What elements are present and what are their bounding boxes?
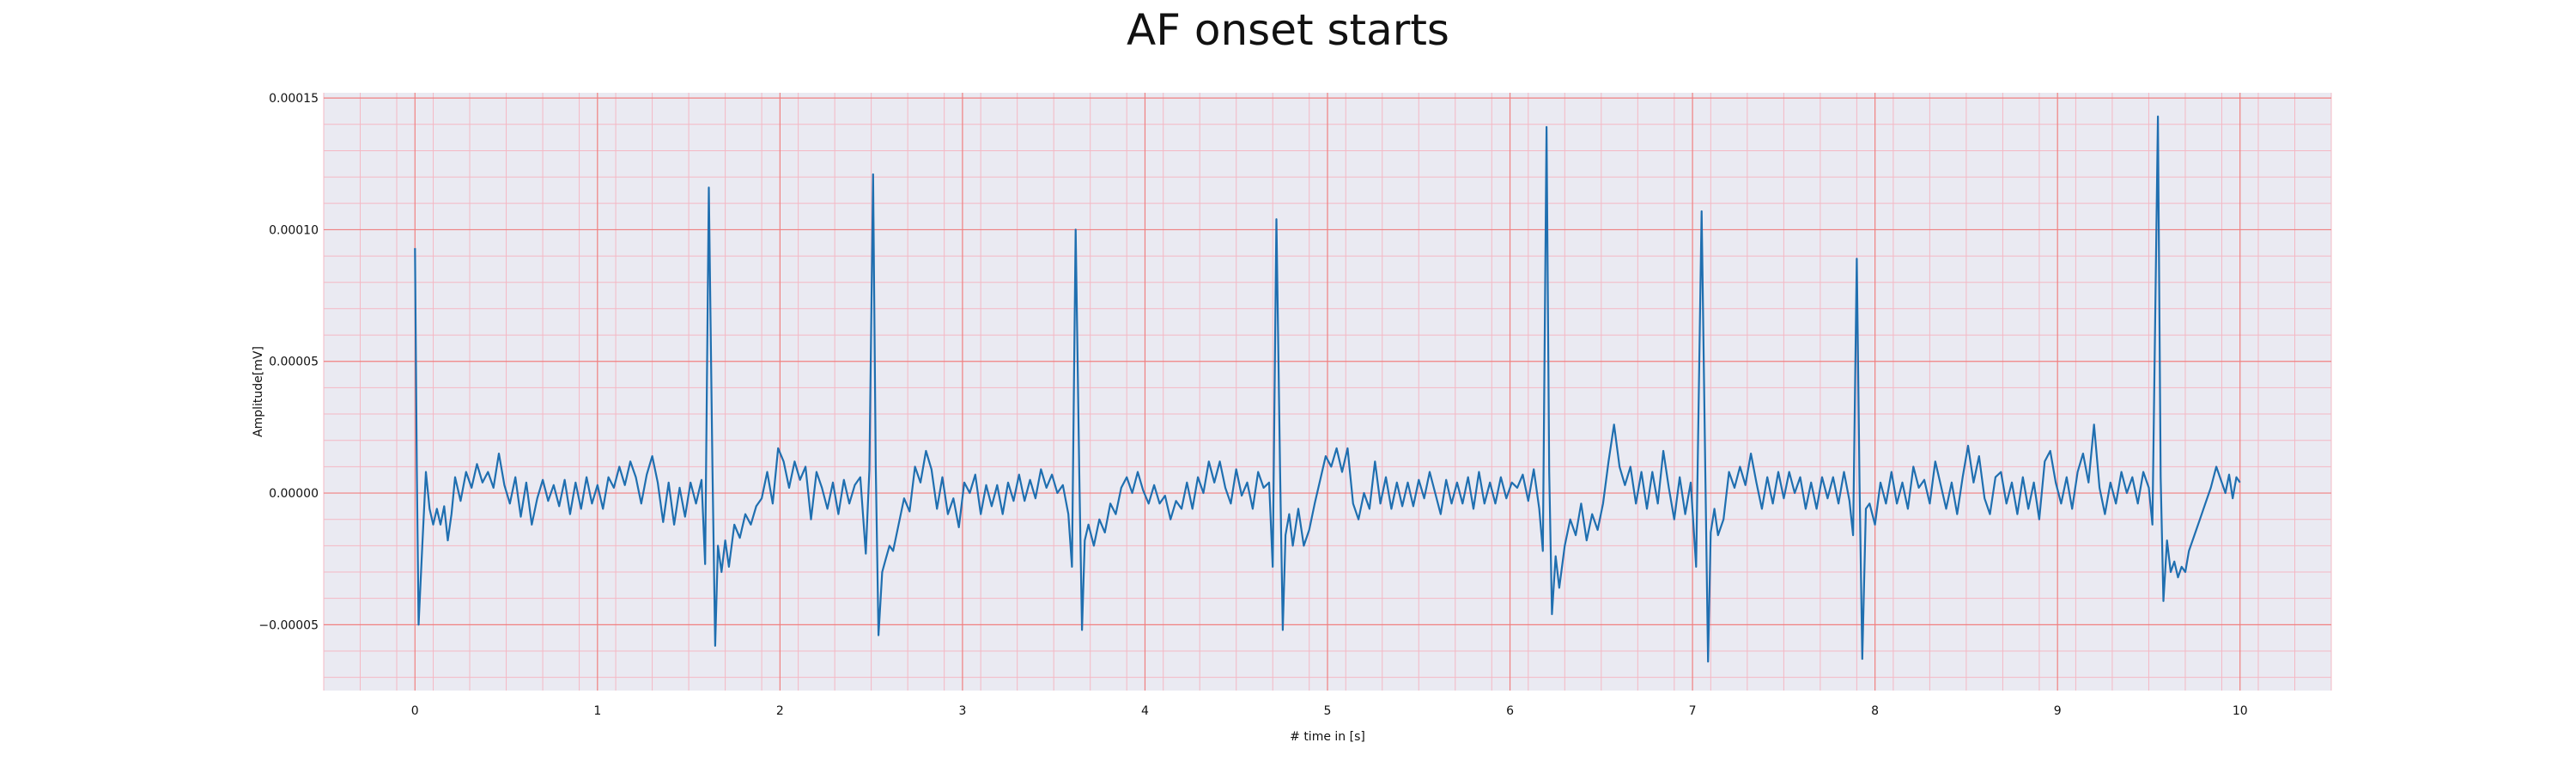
x-tick-label: 4: [1141, 704, 1149, 718]
x-tick-label: 5: [1324, 704, 1332, 718]
y-axis-label: Amplitude[mV]: [252, 346, 265, 437]
x-tick-label: 3: [958, 704, 966, 718]
y-tick-label: 0.00005: [269, 356, 319, 369]
x-axis-label: # time in [s]: [1290, 730, 1365, 744]
ecg-signal-line: [414, 115, 2241, 663]
x-tick-label: 1: [593, 704, 601, 718]
x-tick-label: 9: [2054, 704, 2062, 718]
x-tick-label: 2: [776, 704, 784, 718]
chart-title: AF onset starts: [1127, 5, 1449, 55]
y-tick-label: −0.00005: [258, 618, 319, 632]
x-tick-label: 8: [1871, 704, 1879, 718]
y-tick-label: 0.00010: [269, 223, 319, 237]
x-tick-label: 6: [1506, 704, 1514, 718]
x-axis-ticks: 0 1 2 3 4 5 6 7 8 9 10: [411, 704, 2248, 718]
x-tick-label: 0: [411, 704, 419, 718]
x-tick-label: 10: [2233, 704, 2248, 718]
y-axis-ticks: −0.00005 0.00000 0.00005 0.00010 0.00015: [258, 92, 319, 632]
x-tick-label: 7: [1689, 704, 1697, 718]
y-tick-label: 0.00000: [269, 487, 319, 501]
y-tick-label: 0.00015: [269, 92, 319, 106]
